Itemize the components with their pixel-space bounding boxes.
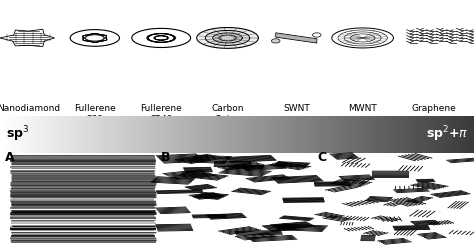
Text: MWNT: MWNT <box>348 104 377 113</box>
Text: Fullerene
C540: Fullerene C540 <box>140 104 182 124</box>
Text: B: B <box>161 151 171 164</box>
Ellipse shape <box>214 33 241 43</box>
Text: C: C <box>318 151 327 164</box>
Text: sp$^3$: sp$^3$ <box>6 125 29 144</box>
Text: Fullerene
C60: Fullerene C60 <box>74 104 116 124</box>
Ellipse shape <box>272 39 280 43</box>
Ellipse shape <box>312 33 321 37</box>
Text: SWNT: SWNT <box>283 104 310 113</box>
Polygon shape <box>276 33 317 43</box>
Text: sp$^2$+$\pi$: sp$^2$+$\pi$ <box>426 125 468 144</box>
Text: Nanodiamond: Nanodiamond <box>0 104 60 113</box>
Ellipse shape <box>198 28 257 48</box>
Text: Carbon
Onion: Carbon Onion <box>211 104 244 124</box>
Ellipse shape <box>206 31 249 45</box>
Text: Graphene: Graphene <box>411 104 456 113</box>
Text: A: A <box>5 151 14 164</box>
